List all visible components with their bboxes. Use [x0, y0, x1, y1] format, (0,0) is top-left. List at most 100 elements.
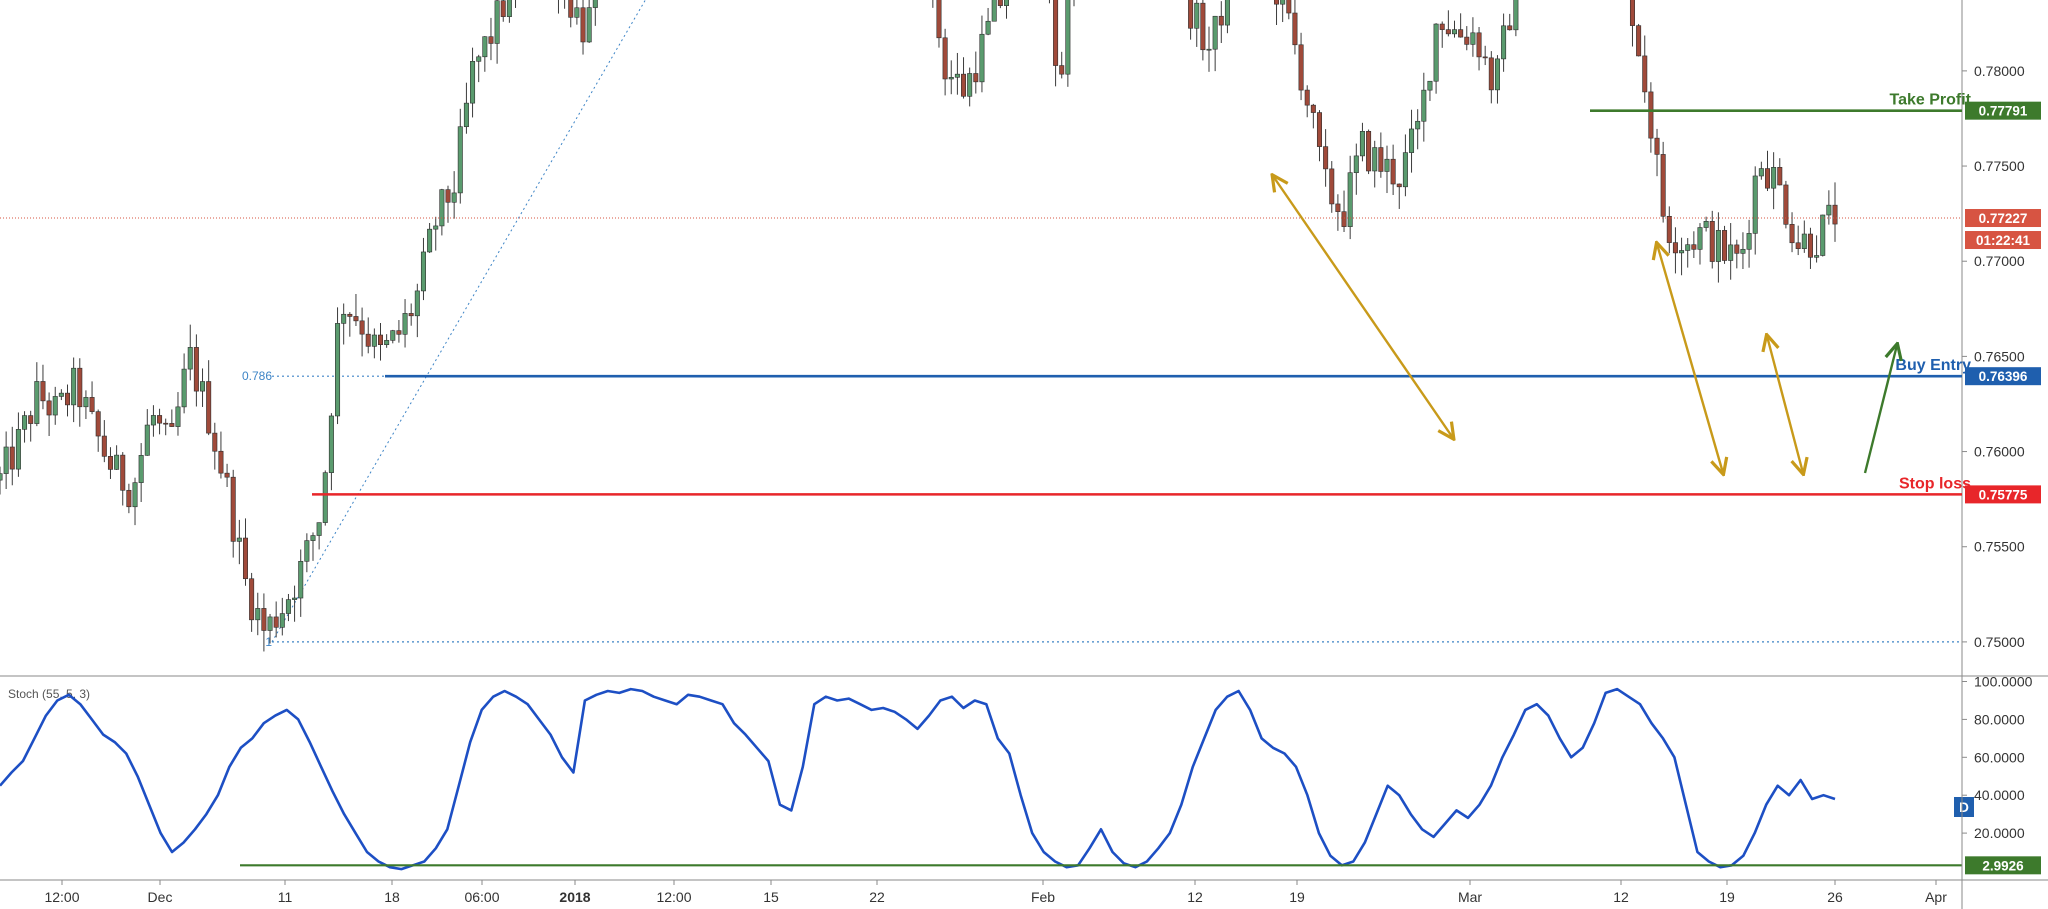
- candle-body: [592, 0, 598, 8]
- level-price-badge: [1965, 367, 2041, 386]
- candle-body: [371, 334, 377, 347]
- candle-body: [224, 472, 230, 478]
- candle-body: [353, 316, 359, 322]
- candle-body: [488, 36, 494, 44]
- current-price-badge: [1965, 209, 2041, 228]
- candle-body: [1194, 2, 1200, 29]
- candle-body: [187, 347, 193, 370]
- candle-body: [1059, 65, 1065, 75]
- candle-body: [1286, 0, 1292, 14]
- candle-body: [942, 37, 948, 80]
- price-axis-tick-label: 0.77500: [1974, 158, 2025, 174]
- candle-body: [1771, 167, 1777, 189]
- candle-body: [1685, 244, 1691, 251]
- candle-body: [46, 400, 52, 416]
- fib-level-label: 1: [265, 635, 272, 649]
- candle-body: [1507, 25, 1513, 31]
- candle-body: [359, 320, 365, 335]
- candle-body: [335, 323, 341, 417]
- candle-body: [1304, 89, 1310, 106]
- candle-body: [101, 435, 107, 457]
- candle-body: [1298, 44, 1304, 91]
- candle-body: [347, 313, 353, 317]
- candle-body: [1832, 204, 1838, 225]
- candle-body: [445, 189, 451, 203]
- candle-body: [230, 476, 236, 542]
- stochastic-pane: Stoch (55, 5, 3) D: [0, 687, 1974, 871]
- candle-body: [71, 367, 77, 406]
- candle-body: [77, 367, 83, 408]
- candle-body: [1224, 0, 1230, 26]
- candle-body: [1409, 128, 1415, 153]
- candle-body: [1728, 244, 1734, 261]
- time-axis-tick-label: 15: [763, 889, 779, 905]
- candle-body: [991, 0, 997, 22]
- candle-body: [1488, 57, 1494, 91]
- candle-body: [1427, 80, 1433, 91]
- swing-measure-arrow: [1273, 176, 1453, 438]
- candle-body: [1697, 227, 1703, 250]
- stoch-axis-tick-label: 100.0000: [1974, 674, 2033, 690]
- candle-body: [120, 454, 126, 491]
- candle-body: [439, 189, 445, 227]
- swing-measure-arrow: [1657, 244, 1723, 473]
- candle-body: [132, 482, 138, 508]
- price-axis-tick-label: 0.75000: [1974, 634, 2025, 650]
- candle-body: [396, 330, 402, 335]
- price-axis-tick-label: 0.78000: [1974, 63, 2025, 79]
- candle-body: [1709, 221, 1715, 262]
- candle-body: [1740, 248, 1746, 254]
- candle-body: [138, 455, 144, 483]
- candle-body: [273, 616, 279, 628]
- candle-body: [457, 126, 463, 194]
- candle-body: [22, 415, 28, 430]
- candle-body: [114, 454, 120, 470]
- candle-body: [126, 489, 132, 508]
- time-axis-tick-label: 11: [278, 889, 293, 905]
- time-axis-tick-label: 12: [1613, 889, 1629, 905]
- candle-body: [433, 225, 439, 230]
- candle-body: [322, 472, 328, 523]
- candle-body: [1660, 154, 1666, 217]
- stoch-axis-tick-label: 80.0000: [1974, 711, 2025, 727]
- candle-body: [1679, 250, 1685, 254]
- candle-body: [163, 422, 169, 425]
- time-axis-tick-label: Dec: [148, 889, 173, 905]
- candle-body: [1341, 211, 1347, 227]
- stoch-line: [0, 687, 1836, 871]
- time-axis-tick-label: 12:00: [656, 889, 691, 905]
- candle-body: [1801, 233, 1807, 249]
- price-axis-tick-label: 0.76000: [1974, 444, 2025, 460]
- level-label-stop-loss: Stop loss: [1899, 475, 1971, 492]
- candle-body: [420, 251, 426, 292]
- countdown-badge-text: 01:22:41: [1976, 233, 2031, 248]
- candle-body: [249, 578, 255, 621]
- candle-body: [967, 73, 973, 97]
- candle-body: [1415, 120, 1421, 130]
- time-axis-tick-label: 26: [1827, 889, 1843, 905]
- candle-body: [175, 406, 181, 427]
- candle-body: [212, 432, 218, 452]
- candle-body: [28, 415, 34, 424]
- candle-body: [494, 0, 500, 44]
- candle-body: [1722, 230, 1728, 261]
- candle-body: [279, 613, 285, 628]
- candle-body: [1451, 29, 1457, 35]
- candle-body: [1789, 224, 1795, 244]
- candle-body: [181, 368, 187, 408]
- candle-body: [1053, 0, 1059, 66]
- candle-body: [1826, 204, 1832, 216]
- candle-body: [1212, 15, 1218, 50]
- price-axis-tick-label: 0.75500: [1974, 539, 2025, 555]
- candle-body: [83, 397, 89, 408]
- candle-body: [236, 537, 242, 542]
- candle-body: [574, 7, 580, 18]
- candle-body: [1758, 168, 1764, 177]
- fib-level-label: 0.786: [242, 369, 272, 383]
- candle-body: [384, 340, 390, 346]
- candle-body: [1359, 131, 1365, 157]
- candle-body: [58, 392, 64, 397]
- level-label-buy-entry: Buy Entry: [1895, 357, 1971, 374]
- series-type-badge[interactable]: [1954, 797, 1974, 817]
- candle-body: [1814, 255, 1820, 258]
